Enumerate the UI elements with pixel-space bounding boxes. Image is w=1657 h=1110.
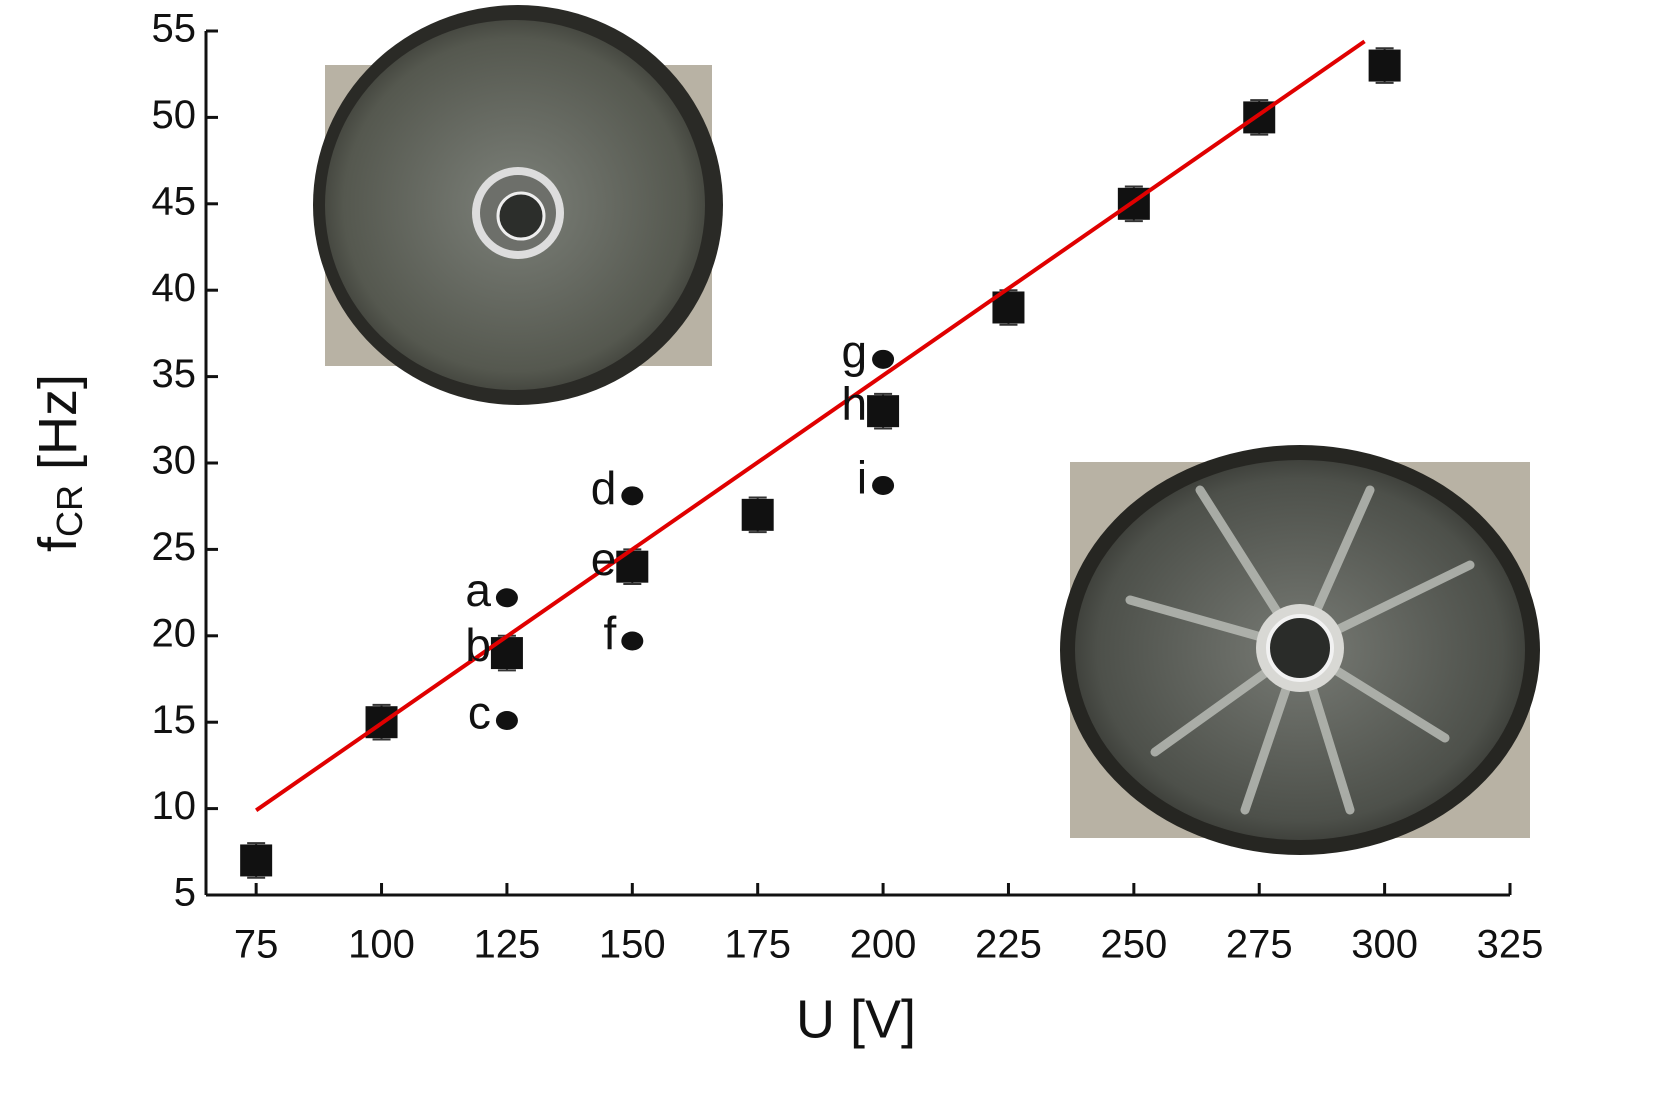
- x-tick-label: 75: [234, 923, 279, 967]
- y-tick-label: 25: [152, 525, 197, 569]
- circle-marker: [621, 486, 643, 505]
- x-tick-label: 325: [1477, 923, 1544, 967]
- square-marker: [867, 395, 899, 427]
- point-label: g: [841, 325, 867, 377]
- y-label-main: f: [28, 536, 88, 552]
- y-tick-label: 20: [152, 611, 197, 655]
- x-tick-label: 300: [1351, 923, 1418, 967]
- point-label: i: [857, 452, 867, 504]
- y-tick-label: 30: [152, 439, 197, 483]
- inset-photo-2: [1060, 445, 1540, 855]
- circle-marker: [496, 711, 518, 730]
- point-label: c: [468, 687, 491, 739]
- y-tick-label: 45: [152, 179, 197, 223]
- point-label: a: [465, 564, 491, 616]
- y-label-sub: CR: [49, 485, 90, 537]
- chart: U [V] fCR [Hz] 7510012515017520022525027…: [0, 0, 1657, 1110]
- square-marker: [240, 844, 272, 876]
- y-tick-label: 15: [152, 698, 197, 742]
- y-tick-label: 35: [152, 352, 197, 396]
- x-axis-label: U [V]: [796, 989, 916, 1049]
- x-tick-label: 225: [975, 923, 1042, 967]
- point-label: b: [465, 619, 491, 671]
- x-tick-label: 200: [850, 923, 917, 967]
- square-marker: [1369, 50, 1401, 82]
- y-label-rest: [Hz]: [28, 374, 88, 485]
- point-label: d: [591, 462, 617, 514]
- point-label: f: [604, 607, 617, 659]
- y-tick-label: 50: [152, 93, 197, 137]
- square-marker: [742, 499, 774, 531]
- x-tick-label: 275: [1226, 923, 1293, 967]
- circle-marker: [872, 350, 894, 369]
- y-tick-label: 55: [152, 7, 197, 51]
- y-tick-label: 10: [152, 784, 197, 828]
- x-tick-label: 175: [724, 923, 791, 967]
- point-label: h: [841, 377, 867, 429]
- circle-marker: [872, 476, 894, 495]
- inset-photo-1: [313, 5, 723, 405]
- circle-marker: [621, 631, 643, 650]
- x-tick-label: 100: [348, 923, 415, 967]
- point-label: e: [591, 533, 617, 585]
- x-tick-label: 125: [474, 923, 541, 967]
- x-tick-label: 150: [599, 923, 666, 967]
- x-tick-label: 250: [1100, 923, 1167, 967]
- y-tick-label: 40: [152, 266, 197, 310]
- y-tick-label: 5: [174, 871, 196, 915]
- y-axis-label: fCR [Hz]: [28, 374, 89, 552]
- circle-marker: [496, 588, 518, 607]
